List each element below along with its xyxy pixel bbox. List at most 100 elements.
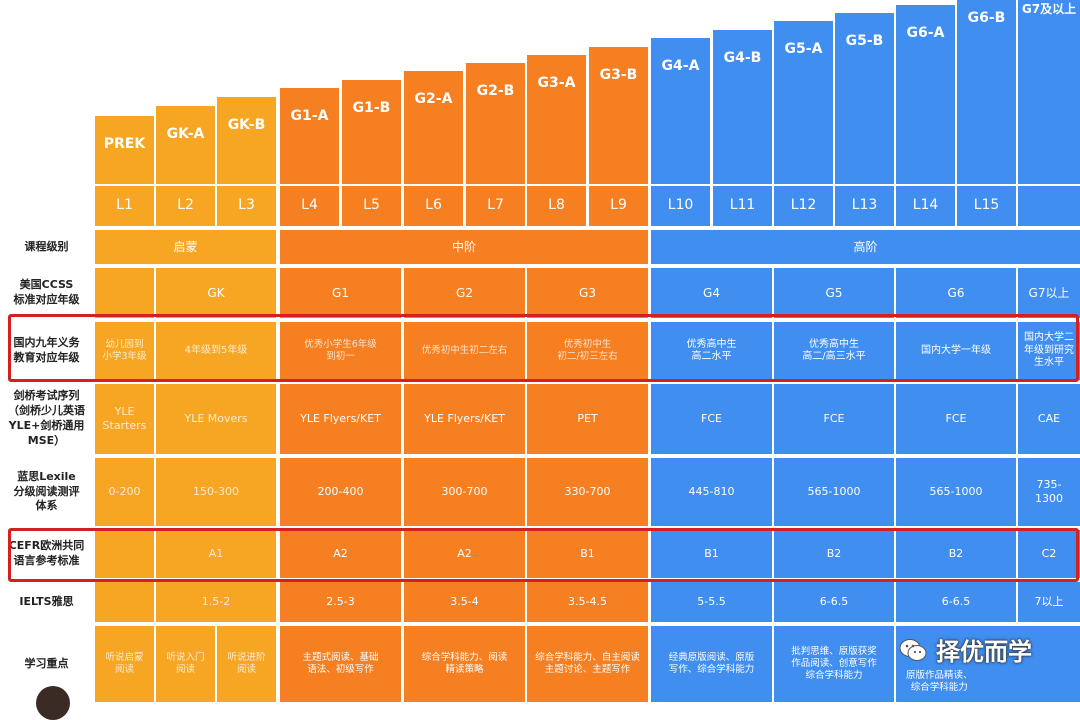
ccss-cell: GK bbox=[156, 268, 276, 318]
china-cell: 优秀高中生 高二水平 bbox=[651, 322, 772, 380]
grade-label: G2-B bbox=[476, 83, 515, 99]
focus-cell: 综合学科能力、自主阅读 主题讨论、主题写作 bbox=[527, 626, 648, 702]
focus-cell: 听说启蒙 阅读 bbox=[95, 626, 154, 702]
ielts-cell: 2.5-3 bbox=[280, 582, 401, 622]
ccss-cell: G4 bbox=[651, 268, 772, 318]
grade-header-gk-b: GK-B bbox=[217, 97, 276, 184]
ccss-cell: G7以上 bbox=[1018, 268, 1080, 318]
grade-header-g5-b: G5-B bbox=[835, 13, 894, 184]
row-label-ielts: IELTS雅思 bbox=[19, 594, 74, 608]
cambridge-cell: FCE bbox=[651, 384, 772, 454]
grade-label: G6-A bbox=[906, 25, 945, 41]
china-cell: 优秀高中生 高二/高三水平 bbox=[774, 322, 894, 380]
grade-header-g3-b: G3-B bbox=[589, 47, 648, 184]
grade-label: G1-A bbox=[290, 108, 329, 124]
cambridge-cell: FCE bbox=[896, 384, 1016, 454]
lexile-cell: 565-1000 bbox=[896, 458, 1016, 526]
lexile-cell: 445-810 bbox=[651, 458, 772, 526]
grade-header-g2-b: G2-B bbox=[466, 63, 525, 184]
grade-header-g1-a: G1-A bbox=[280, 88, 339, 184]
ielts-cell: 5-5.5 bbox=[651, 582, 772, 622]
grade-label: G5-A bbox=[784, 41, 823, 57]
ielts-cell: 6-6.5 bbox=[774, 582, 894, 622]
watermark: 择优而学 bbox=[898, 632, 1032, 667]
focus-cell: 批判思维、原版获奖 作品阅读、创意写作 综合学科能力 bbox=[774, 626, 894, 702]
lexile-cell: 200-400 bbox=[280, 458, 401, 526]
level-cell: L3 bbox=[217, 186, 276, 226]
ielts-cell: 3.5-4.5 bbox=[527, 582, 648, 622]
level-cell: L15 bbox=[957, 186, 1016, 226]
level-cell: L7 bbox=[466, 186, 525, 226]
grade-label: G4-A bbox=[661, 58, 700, 74]
china-cell: 优秀初中生 初二/初三左右 bbox=[527, 322, 648, 380]
china-cell: 幼儿园到 小学3年级 bbox=[95, 322, 154, 380]
grade-label: G6-B bbox=[967, 10, 1006, 26]
grade-header-g3-a: G3-A bbox=[527, 55, 586, 184]
level-cell: L8 bbox=[527, 186, 586, 226]
level-cell: L5 bbox=[342, 186, 401, 226]
grade-header-g6-a: G6-A bbox=[896, 5, 955, 184]
row-label-cambridge: 剑桥考试序列 （剑桥少儿英语 YLE+剑桥通用 MSE） bbox=[8, 389, 85, 447]
level-cell: L12 bbox=[774, 186, 833, 226]
grade-label: GK-B bbox=[227, 117, 266, 133]
level-cell: L2 bbox=[156, 186, 215, 226]
level-cell: L4 bbox=[280, 186, 339, 226]
ielts-cell: 1.5-2 bbox=[156, 582, 276, 622]
cefr-cell: C2 bbox=[1018, 530, 1080, 578]
cefr-cell: B2 bbox=[774, 530, 894, 578]
highlight-box-cefr-row bbox=[8, 528, 1079, 582]
china-cell: 国内大学一年级 bbox=[896, 322, 1016, 380]
row-label-course: 课程级别 bbox=[24, 239, 69, 253]
china-cell: 优秀初中生初二左右 bbox=[404, 322, 525, 380]
grade-label: G7及以上 bbox=[1021, 2, 1077, 16]
grade-header-g1-b: G1-B bbox=[342, 80, 401, 184]
ccss-cell-empty bbox=[95, 268, 154, 318]
grade-header-g4-b: G4-B bbox=[713, 30, 772, 184]
grade-label: GK-A bbox=[166, 126, 205, 142]
china-cell: 国内大学二 年级到研究 生水平 bbox=[1018, 322, 1080, 380]
lexile-cell: 565-1000 bbox=[774, 458, 894, 526]
grade-header-prek: PREK bbox=[95, 116, 154, 184]
ielts-cell: 7以上 bbox=[1018, 582, 1080, 622]
focus-cell: 综合学科能力、阅读 精读策略 bbox=[404, 626, 525, 702]
grade-label: PREK bbox=[103, 136, 146, 152]
ccss-cell: G5 bbox=[774, 268, 894, 318]
focus-cell: 经典原版阅读、原版 写作、综合学科能力 bbox=[651, 626, 772, 702]
cambridge-cell: YLE Starters bbox=[95, 384, 154, 454]
lexile-cell: 0-200 bbox=[95, 458, 154, 526]
lexile-cell: 330-700 bbox=[527, 458, 648, 526]
china-cell: 优秀小学生6年级 到初一 bbox=[280, 322, 401, 380]
grade-label: G4-B bbox=[723, 50, 762, 66]
level-cell: L13 bbox=[835, 186, 894, 226]
focus-cell: 主题式阅读、基础 语法、初级写作 bbox=[280, 626, 401, 702]
watermark-text: 择优而学 bbox=[936, 638, 1032, 666]
course-level-intermediate: 中阶 bbox=[280, 230, 648, 264]
grade-label: G1-B bbox=[352, 100, 391, 116]
row-label-cefr: CEFR欧洲共同 语言参考标准 bbox=[8, 539, 85, 567]
lexile-cell: 150-300 bbox=[156, 458, 276, 526]
cambridge-cell: CAE bbox=[1018, 384, 1080, 454]
ccss-cell: G3 bbox=[527, 268, 648, 318]
cefr-cell: B1 bbox=[651, 530, 772, 578]
ielts-cell: 6-6.5 bbox=[896, 582, 1016, 622]
cambridge-cell: YLE Movers bbox=[156, 384, 276, 454]
grade-header-g5-a: G5-A bbox=[774, 21, 833, 184]
china-cell: 4年级到5年级 bbox=[156, 322, 276, 380]
cefr-cell: A2 bbox=[404, 530, 525, 578]
ccss-cell: G1 bbox=[280, 268, 401, 318]
course-level-beginner: 启蒙 bbox=[95, 230, 276, 264]
focus-cell: 原版作品精读、 综合学科能力 bbox=[896, 626, 1080, 702]
grade-label: G3-A bbox=[537, 75, 576, 91]
cefr-cell-empty bbox=[95, 530, 154, 578]
row-label-china: 国内九年义务 教育对应年级 bbox=[13, 336, 80, 364]
course-level-advanced: 高阶 bbox=[651, 230, 1080, 264]
focus-cell: 听说进阶 阅读 bbox=[217, 626, 276, 702]
grade-header-g2-a: G2-A bbox=[404, 71, 463, 184]
cefr-cell: A1 bbox=[156, 530, 276, 578]
avatar bbox=[36, 686, 70, 720]
lexile-cell: 300-700 bbox=[404, 458, 525, 526]
cefr-cell: B1 bbox=[527, 530, 648, 578]
cambridge-cell: FCE bbox=[774, 384, 894, 454]
cambridge-cell: YLE Flyers/KET bbox=[280, 384, 401, 454]
wechat-icon bbox=[899, 638, 927, 661]
